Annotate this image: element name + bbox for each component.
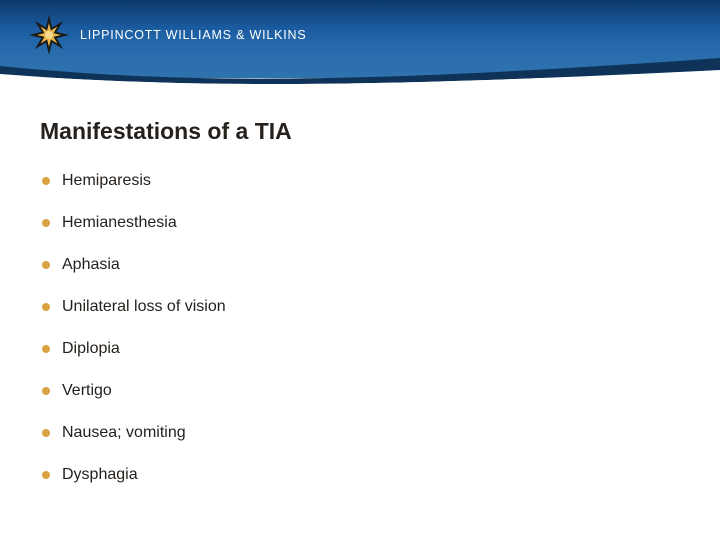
list-item: Hemiparesis — [42, 171, 680, 191]
bullet-list: Hemiparesis Hemianesthesia Aphasia Unila… — [40, 171, 680, 485]
slide-title: Manifestations of a TIA — [40, 118, 680, 145]
list-item: Dysphagia — [42, 465, 680, 485]
list-item: Aphasia — [42, 255, 680, 275]
list-item: Vertigo — [42, 381, 680, 401]
slide-content: Manifestations of a TIA Hemiparesis Hemi… — [0, 78, 720, 485]
header-swoosh — [0, 56, 720, 86]
list-item: Diplopia — [42, 339, 680, 359]
brand-text: LIPPINCOTT WILLIAMS & WILKINS — [80, 28, 306, 42]
list-item: Unilateral loss of vision — [42, 297, 680, 317]
list-item: Hemianesthesia — [42, 213, 680, 233]
slide-header: LIPPINCOTT WILLIAMS & WILKINS — [0, 0, 720, 78]
list-item: Nausea; vomiting — [42, 423, 680, 443]
